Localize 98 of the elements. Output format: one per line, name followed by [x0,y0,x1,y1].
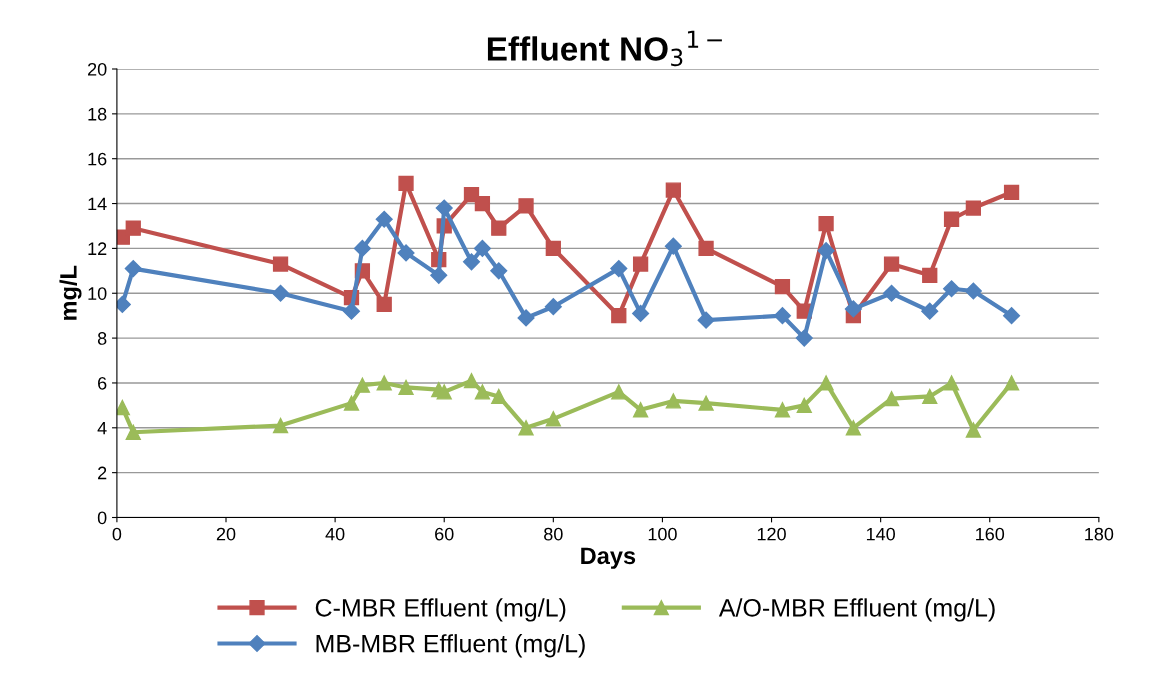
point [342,302,361,320]
x-tick-label: 80 [544,527,563,541]
y-tick-label: 0 [97,511,107,525]
point [473,239,491,257]
point [398,379,414,396]
point [795,329,813,347]
point [796,397,812,414]
y-axis-title: mg/L [59,265,82,320]
point [611,308,627,324]
x-tick-label: 60 [435,527,454,541]
y-tick-label: 2 [98,466,107,480]
point [965,200,982,216]
x-tick-label: 120 [757,527,786,541]
point [435,199,453,217]
point [376,375,392,391]
point [773,307,792,325]
point [272,256,289,272]
point [883,256,900,272]
point [116,399,130,416]
y-tick-label: 4 [97,421,107,435]
point [343,395,360,411]
point [611,384,627,400]
y-tick-label: 8 [97,332,107,345]
point [125,220,141,236]
y-tick-label: 16 [88,152,107,166]
point [774,402,791,418]
point [632,402,649,418]
point [921,302,939,320]
point [474,195,491,212]
point [354,377,371,393]
point [1003,307,1021,325]
point [397,244,415,262]
y-tick-label: 20 [88,62,107,76]
point [544,298,562,316]
point [965,422,982,438]
point [375,210,393,228]
point [964,282,982,300]
point [353,239,371,257]
point [545,240,561,257]
point [125,424,141,440]
point [124,260,142,278]
point [517,309,535,327]
legend-label: C-MBR Effluent (mg/L) [315,598,566,622]
point [665,182,681,198]
point [943,211,960,227]
point [491,388,507,405]
point [632,304,650,322]
y-tick-label: 12 [88,242,107,255]
point [398,175,414,192]
chart-title: Effluent NO$_{3}$$^{1−}$ [487,30,722,67]
point [664,237,682,255]
point [817,242,835,260]
point [490,262,508,280]
point [698,395,714,411]
point [474,384,491,400]
x-tick-label: 140 [866,527,895,541]
point [845,420,862,436]
legend-label: MB-MBR Effluent (mg/L) [316,634,585,658]
point [545,411,561,427]
x-axis-title: Days [581,547,636,569]
point [1003,375,1020,391]
point [883,284,901,302]
point [430,266,448,284]
point [436,384,452,400]
point [376,296,392,313]
point [272,284,290,302]
point [518,198,534,214]
x-tick-label: 40 [325,527,345,541]
y-tick-label: 6 [98,376,107,390]
point [818,216,834,232]
point [462,253,481,271]
point [943,375,960,391]
point [632,256,649,272]
point [818,375,834,391]
point [518,420,534,436]
y-tick-label: 10 [88,287,107,300]
x-tick-label: 0 [112,527,122,541]
y-tick-label: 14 [88,197,107,211]
point [491,220,507,236]
x-tick-label: 160 [976,527,1005,541]
point [922,267,938,283]
x-tick-label: 20 [216,527,236,541]
point [665,393,681,409]
point [844,300,862,318]
point [698,240,714,257]
point [774,278,791,295]
point [922,388,938,405]
point [272,417,289,434]
x-tick-label: 180 [1085,527,1114,541]
y-tick-label: 18 [88,107,107,121]
point [883,391,900,407]
point [463,373,480,389]
legend-label: A/O-MBR Effluent (mg/L) [718,598,995,622]
point [610,260,628,278]
point [697,311,715,329]
point [1003,184,1020,200]
x-tick-label: 100 [648,527,677,541]
point [943,280,961,298]
